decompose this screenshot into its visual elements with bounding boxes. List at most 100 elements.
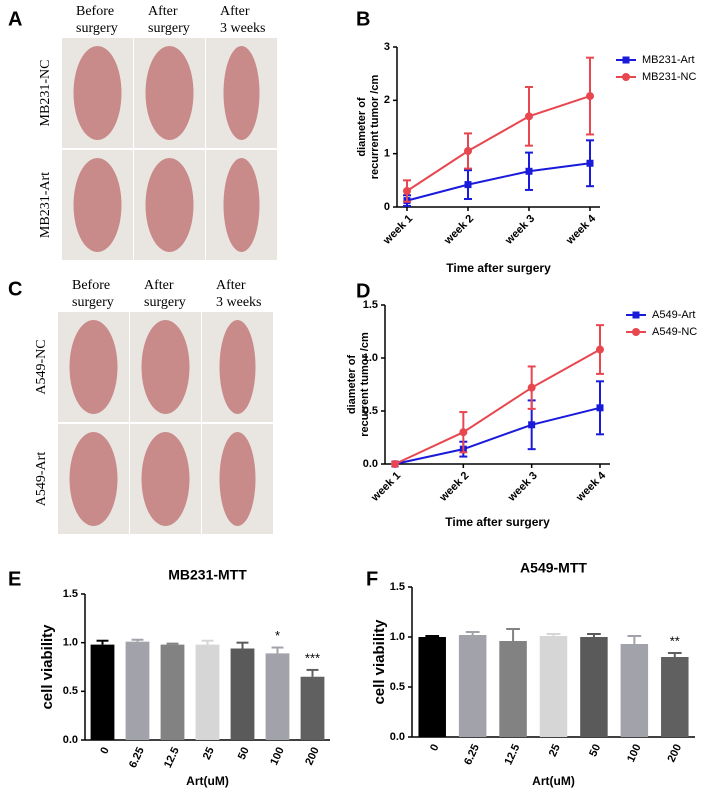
mouse [69, 320, 118, 414]
error-bar [131, 638, 144, 642]
y-tick-label: 0.5 [390, 681, 405, 693]
bar [620, 644, 649, 737]
bar [418, 637, 446, 737]
legend-label: A549-Art [652, 309, 695, 321]
x-tick-label: 25 [547, 742, 563, 758]
series-line [394, 348, 601, 465]
error-bar [201, 639, 214, 645]
y-tick-label: 3 [384, 41, 390, 53]
panel-letter: C [8, 278, 22, 300]
column-label: Before [72, 278, 110, 293]
marker [464, 181, 472, 189]
marker [528, 421, 536, 429]
y-axis-label: diameter of [356, 97, 368, 157]
y-tick-label: 1.0 [390, 631, 405, 643]
x-tick-label: week 4 [563, 212, 598, 247]
x-tick-label: 50 [587, 742, 603, 758]
x-tick-label: 0 [98, 745, 111, 756]
y-tick-label: 1 [384, 148, 390, 160]
legend-label: MB231-NC [642, 71, 696, 83]
column-label: surgery [144, 295, 186, 310]
bar [195, 644, 220, 740]
x-tick-label: 100 [625, 742, 644, 764]
y-axis-label: recurrent tumor /cm [359, 332, 371, 437]
column-label: After [148, 4, 178, 19]
error-bar [627, 635, 642, 644]
row-label: MB231-Art [38, 172, 53, 238]
column-label: 3 weeks [220, 21, 266, 36]
bar [125, 641, 150, 740]
column-label: surgery [72, 295, 114, 310]
column-label: surgery [148, 21, 190, 36]
x-tick-label: 50 [236, 745, 252, 761]
series-line [406, 95, 591, 192]
bar [580, 637, 608, 737]
marker [596, 404, 604, 412]
series-line [406, 162, 591, 202]
x-tick-label: week 2 [437, 470, 472, 505]
error-bar [587, 633, 601, 637]
mouse [69, 432, 118, 526]
marker [586, 92, 594, 101]
y-axis-label: recurrent tumor /cm [369, 75, 381, 180]
series-line [394, 406, 601, 465]
x-tick-label: 200 [666, 742, 685, 764]
marker [403, 187, 411, 195]
y-tick-label: 0.0 [390, 731, 405, 743]
error-bar [306, 668, 319, 677]
y-tick-label: 1.5 [63, 588, 78, 600]
legend-marker [632, 328, 640, 336]
marker [464, 147, 472, 155]
bar [90, 644, 115, 740]
error-bar [465, 631, 480, 635]
x-tick-label: 25 [201, 745, 217, 761]
error-bar [667, 652, 682, 657]
y-tick-label: 0.0 [63, 734, 78, 746]
mouse [219, 320, 256, 414]
panel-letter: A [8, 8, 22, 30]
x-tick-label: 200 [303, 745, 322, 767]
y-tick-label: 1.5 [390, 581, 405, 593]
bar [160, 644, 185, 740]
marker [586, 159, 594, 167]
y-tick-label: 0.5 [363, 405, 378, 417]
y-axis-label: cell viability [39, 624, 56, 710]
error-bar [271, 646, 284, 654]
column-label: surgery [76, 21, 118, 36]
mouse [141, 432, 190, 526]
column-label: After [144, 278, 174, 293]
y-axis-label: diameter of [346, 355, 358, 415]
y-tick-label: 0 [384, 201, 390, 213]
row-label: MB231-NC [38, 60, 53, 127]
mouse [73, 46, 122, 140]
error-bar [425, 635, 440, 637]
bar [499, 641, 527, 737]
marker [525, 167, 533, 175]
x-tick-label: week 4 [573, 469, 608, 504]
marker [391, 460, 399, 468]
x-tick-label: week 3 [505, 470, 540, 505]
y-tick-label: 1.0 [363, 352, 378, 364]
row-label: A549-NC [34, 339, 49, 394]
column-label: After [220, 4, 250, 19]
x-axis-label: Art(uM) [532, 774, 575, 788]
marker [596, 345, 604, 354]
chart-title: A549-MTT [520, 560, 587, 576]
mouse [145, 158, 194, 252]
x-tick-label: week 1 [368, 470, 403, 505]
column-label: After [216, 278, 246, 293]
x-tick-label: 0 [428, 742, 441, 753]
bar [539, 636, 568, 737]
bar [458, 635, 487, 737]
mouse [223, 46, 260, 140]
mouse [223, 158, 260, 252]
column-label: Before [76, 4, 114, 19]
legend-marker [632, 311, 640, 319]
x-tick-label: 12.5 [502, 742, 522, 766]
chart-title: MB231-MTT [168, 567, 247, 583]
x-tick-label: week 1 [380, 213, 415, 248]
x-tick-label: 12.5 [162, 745, 182, 769]
bar [265, 653, 290, 740]
y-tick-label: 0.5 [63, 685, 78, 697]
